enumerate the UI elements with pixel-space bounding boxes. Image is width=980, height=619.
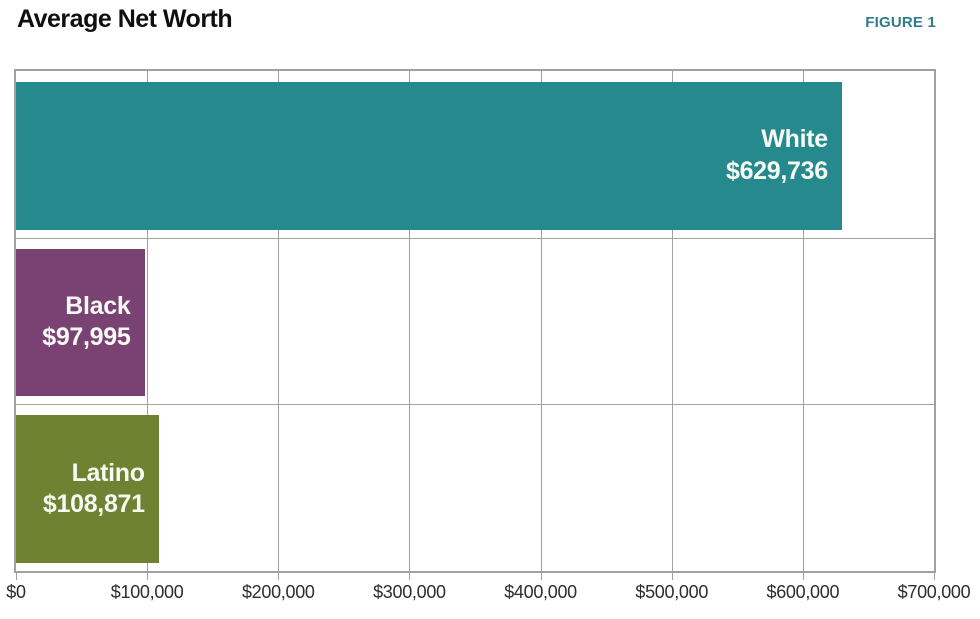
x-tick-label: $0 — [6, 582, 26, 602]
gridline — [147, 71, 149, 571]
x-axis: $0 $100,000 $200,000 $300,000 $400,000 $500,0… — [6, 582, 970, 606]
bar-label: White $629,736 — [726, 124, 828, 187]
x-tick — [934, 573, 935, 580]
gridline — [802, 71, 804, 571]
bar-category-label: White — [761, 125, 828, 154]
row-separator — [16, 237, 934, 239]
chart-title: Average Net Worth — [17, 5, 233, 33]
x-tick — [16, 573, 17, 580]
x-tick-label: $700,000 — [897, 582, 971, 602]
x-tick — [409, 573, 411, 580]
x-tick-label: $400,000 — [504, 582, 577, 602]
x-tick-label: $500,000 — [635, 582, 709, 602]
x-tick-label: $200,000 — [241, 582, 315, 602]
bar-label: Latino $108,871 — [43, 458, 145, 521]
x-axis-ticks — [16, 573, 935, 580]
row-separator — [16, 404, 934, 406]
x-tick-label: $600,000 — [766, 582, 840, 602]
x-tick — [802, 573, 804, 580]
bar-value-label: $629,736 — [725, 156, 828, 185]
gridline — [540, 71, 542, 571]
bar-black: Black $97,995 — [16, 248, 145, 397]
bar-latino: Latino $108,871 — [16, 415, 159, 563]
bar-category-label: Latino — [71, 458, 146, 487]
x-tick — [278, 573, 280, 580]
x-tick — [147, 573, 149, 580]
x-tick-label: $300,000 — [373, 582, 446, 602]
bar-label: Black $97,995 — [42, 291, 131, 354]
bar-value-label: $108,871 — [42, 490, 145, 519]
x-tick — [671, 573, 673, 580]
gridline — [278, 71, 280, 571]
x-tick-label: $100,000 — [110, 582, 184, 602]
figure-label: FIGURE 1 — [865, 14, 936, 31]
bar-value-label: $97,995 — [42, 323, 131, 352]
plot-area: White $629,736 Black $97,995 Latino $108,871 — [14, 69, 936, 573]
bar-category-label: Black — [65, 291, 131, 320]
gridline — [409, 71, 411, 571]
bar-white: White $629,736 — [16, 82, 842, 230]
x-tick — [540, 573, 542, 580]
gridline — [671, 71, 673, 571]
